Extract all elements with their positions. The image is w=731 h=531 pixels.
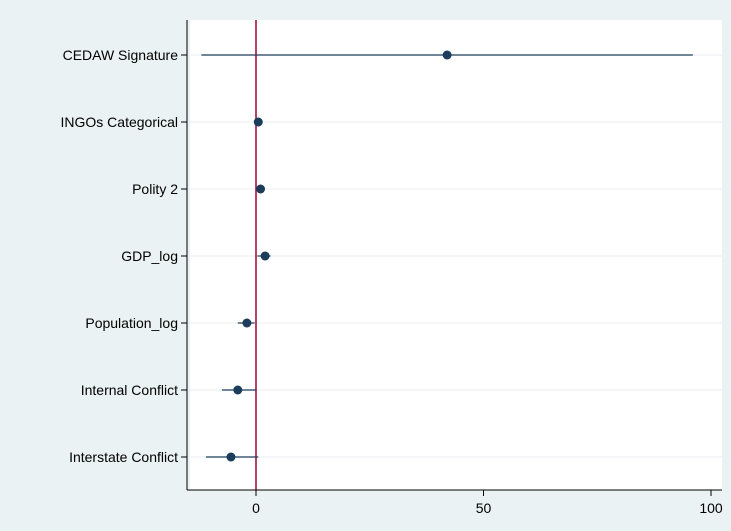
y-tick-label: Population_log <box>85 315 178 331</box>
x-tick-label: 50 <box>476 500 492 516</box>
point-estimate <box>442 50 452 60</box>
point-estimate <box>260 251 270 261</box>
point-estimate <box>226 452 236 462</box>
point-estimate <box>253 117 263 127</box>
y-tick-label: GDP_log <box>121 248 178 264</box>
plot-area <box>190 20 722 490</box>
x-tick-label: 100 <box>699 500 723 516</box>
point-estimate <box>233 385 243 395</box>
y-tick-label: Interstate Conflict <box>69 449 178 465</box>
point-estimate <box>256 184 266 194</box>
y-tick-label: Polity 2 <box>132 181 178 197</box>
x-axis: 0 50 100 <box>187 489 723 516</box>
y-tick-label: Internal Conflict <box>81 382 178 398</box>
x-tick-label: 0 <box>252 500 260 516</box>
coefficient-marks <box>201 50 693 462</box>
point-estimate <box>242 318 252 328</box>
y-tick-label: CEDAW Signature <box>63 47 179 63</box>
y-tick-label: INGOs Categorical <box>61 114 178 130</box>
y-axis: CEDAW Signature INGOs Categorical Polity 2… <box>61 20 188 490</box>
